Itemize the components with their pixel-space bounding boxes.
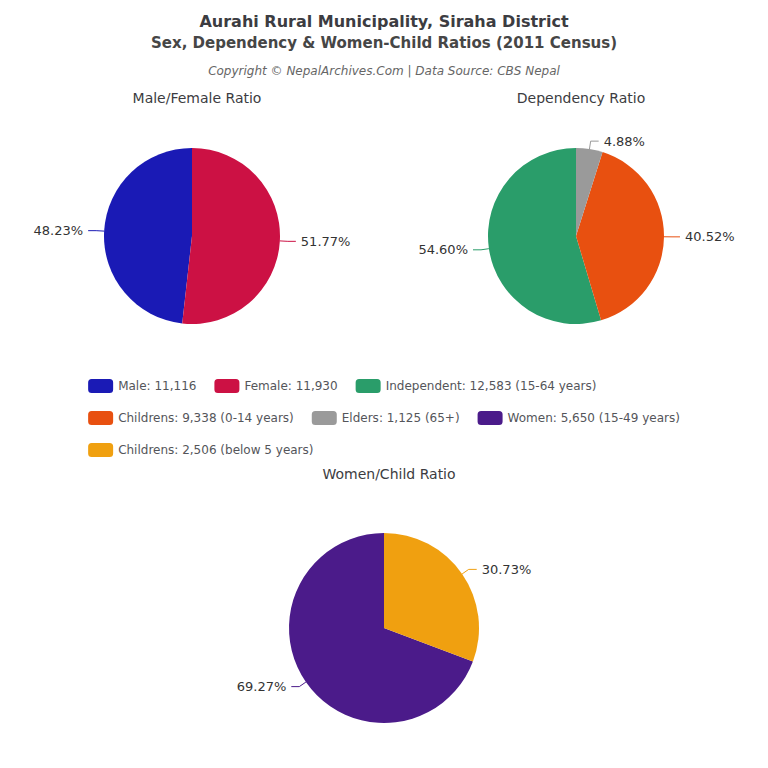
svg-text:Elders: 1,125 (65+): Elders: 1,125 (65+) bbox=[342, 411, 460, 425]
svg-text:Copyright © NepalArchives.Com: Copyright © NepalArchives.Com | Data Sou… bbox=[208, 64, 560, 78]
svg-text:Aurahi Rural Municipality, Sir: Aurahi Rural Municipality, Siraha Distri… bbox=[199, 12, 568, 31]
svg-text:Childrens: 9,338 (0-14 years): Childrens: 9,338 (0-14 years) bbox=[118, 411, 294, 425]
svg-text:Male/Female Ratio: Male/Female Ratio bbox=[133, 90, 262, 106]
svg-text:54.60%: 54.60% bbox=[418, 242, 468, 257]
svg-text:51.77%: 51.77% bbox=[301, 234, 351, 249]
svg-text:Sex, Dependency & Women-Child: Sex, Dependency & Women-Child Ratios (20… bbox=[151, 34, 617, 52]
svg-text:69.27%: 69.27% bbox=[237, 679, 287, 694]
svg-text:4.88%: 4.88% bbox=[604, 134, 645, 149]
svg-text:Dependency Ratio: Dependency Ratio bbox=[517, 90, 646, 106]
svg-text:Childrens: 2,506 (below 5 year: Childrens: 2,506 (below 5 years) bbox=[118, 443, 313, 457]
svg-text:30.73%: 30.73% bbox=[482, 562, 532, 577]
svg-text:40.52%: 40.52% bbox=[685, 229, 735, 244]
svg-text:48.23%: 48.23% bbox=[34, 223, 84, 238]
svg-text:Women/Child Ratio: Women/Child Ratio bbox=[322, 466, 455, 482]
svg-text:Women: 5,650 (15-49 years): Women: 5,650 (15-49 years) bbox=[508, 411, 680, 425]
svg-text:Independent: 12,583 (15-64 yea: Independent: 12,583 (15-64 years) bbox=[386, 379, 597, 393]
svg-text:Male: 11,116: Male: 11,116 bbox=[118, 379, 196, 393]
svg-text:Female: 11,930: Female: 11,930 bbox=[244, 379, 337, 393]
